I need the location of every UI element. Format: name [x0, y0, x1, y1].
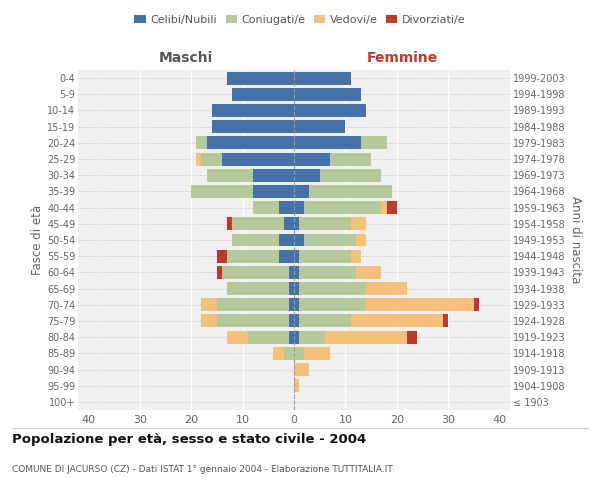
- Bar: [299, 282, 366, 295]
- Bar: [232, 218, 284, 230]
- Bar: [217, 314, 289, 328]
- Bar: [196, 136, 206, 149]
- Bar: [294, 152, 330, 166]
- Bar: [443, 314, 448, 328]
- Bar: [274, 347, 284, 360]
- Bar: [202, 314, 217, 328]
- Bar: [227, 330, 248, 344]
- Bar: [294, 136, 361, 149]
- Bar: [382, 201, 386, 214]
- Bar: [310, 185, 392, 198]
- Bar: [294, 282, 299, 295]
- Bar: [217, 266, 222, 279]
- Bar: [227, 250, 278, 262]
- Bar: [232, 234, 278, 246]
- Bar: [248, 330, 289, 344]
- Bar: [222, 266, 289, 279]
- Bar: [206, 136, 294, 149]
- Bar: [366, 298, 474, 311]
- Bar: [299, 330, 325, 344]
- Bar: [206, 169, 253, 181]
- Bar: [227, 282, 289, 295]
- Bar: [253, 201, 278, 214]
- Bar: [366, 282, 407, 295]
- Bar: [356, 266, 382, 279]
- Bar: [289, 314, 294, 328]
- Bar: [350, 218, 366, 230]
- Bar: [294, 185, 310, 198]
- Bar: [294, 120, 346, 133]
- Bar: [202, 298, 217, 311]
- Bar: [299, 250, 350, 262]
- Bar: [474, 298, 479, 311]
- Bar: [294, 234, 304, 246]
- Bar: [227, 72, 294, 85]
- Bar: [294, 201, 304, 214]
- Bar: [289, 266, 294, 279]
- Bar: [299, 298, 366, 311]
- Bar: [350, 314, 443, 328]
- Bar: [294, 169, 320, 181]
- Bar: [350, 250, 361, 262]
- Bar: [304, 201, 382, 214]
- Bar: [294, 347, 304, 360]
- Text: COMUNE DI JACURSO (CZ) - Dati ISTAT 1° gennaio 2004 - Elaborazione TUTTITALIA.IT: COMUNE DI JACURSO (CZ) - Dati ISTAT 1° g…: [12, 466, 393, 474]
- Bar: [212, 120, 294, 133]
- Bar: [202, 152, 222, 166]
- Bar: [284, 347, 294, 360]
- Bar: [299, 218, 350, 230]
- Y-axis label: Fasce di età: Fasce di età: [31, 205, 44, 275]
- Bar: [294, 88, 361, 101]
- Bar: [196, 152, 202, 166]
- Bar: [361, 136, 386, 149]
- Bar: [304, 347, 330, 360]
- Bar: [253, 169, 294, 181]
- Text: Popolazione per età, sesso e stato civile - 2004: Popolazione per età, sesso e stato civil…: [12, 432, 366, 446]
- Bar: [294, 218, 299, 230]
- Text: Femmine: Femmine: [367, 51, 437, 65]
- Bar: [284, 218, 294, 230]
- Bar: [356, 234, 366, 246]
- Bar: [289, 298, 294, 311]
- Bar: [294, 379, 299, 392]
- Bar: [222, 152, 294, 166]
- Bar: [299, 314, 350, 328]
- Bar: [294, 314, 299, 328]
- Y-axis label: Anni di nascita: Anni di nascita: [569, 196, 582, 284]
- Bar: [227, 218, 232, 230]
- Bar: [212, 104, 294, 117]
- Bar: [330, 152, 371, 166]
- Bar: [304, 234, 356, 246]
- Text: Maschi: Maschi: [159, 51, 213, 65]
- Bar: [407, 330, 418, 344]
- Bar: [253, 185, 294, 198]
- Bar: [294, 72, 350, 85]
- Bar: [278, 234, 294, 246]
- Bar: [278, 201, 294, 214]
- Bar: [278, 250, 294, 262]
- Bar: [289, 282, 294, 295]
- Bar: [294, 298, 299, 311]
- Bar: [232, 88, 294, 101]
- Bar: [294, 330, 299, 344]
- Bar: [325, 330, 407, 344]
- Bar: [294, 250, 299, 262]
- Bar: [294, 266, 299, 279]
- Bar: [217, 298, 289, 311]
- Bar: [320, 169, 382, 181]
- Bar: [289, 330, 294, 344]
- Bar: [217, 250, 227, 262]
- Legend: Celibi/Nubili, Coniugati/e, Vedovi/e, Divorziati/e: Celibi/Nubili, Coniugati/e, Vedovi/e, Di…: [130, 10, 470, 29]
- Bar: [294, 363, 310, 376]
- Bar: [191, 185, 253, 198]
- Bar: [386, 201, 397, 214]
- Bar: [294, 104, 366, 117]
- Bar: [299, 266, 356, 279]
